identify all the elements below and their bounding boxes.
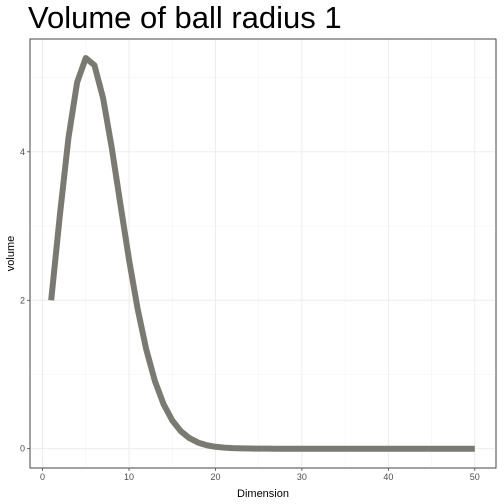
- y-axis-label: volume: [5, 236, 17, 271]
- grid-minor: [30, 39, 496, 468]
- y-tick-label: 0: [20, 444, 25, 454]
- y-axis: 0 2 4: [20, 147, 30, 454]
- x-tick-label: 20: [210, 472, 220, 482]
- plot-panel: [29, 38, 497, 469]
- y-tick-label: 2: [20, 295, 25, 305]
- x-tick-label: 30: [297, 472, 307, 482]
- x-tick-label: 40: [383, 472, 393, 482]
- y-tick-label: 4: [20, 147, 25, 157]
- series-group: [48, 55, 475, 452]
- x-tick-label: 10: [124, 472, 134, 482]
- series-line-volume: [48, 55, 475, 452]
- x-axis-label: Dimension: [237, 488, 289, 500]
- plot-border: [29, 38, 497, 469]
- chart-title: Volume of ball radius 1: [28, 0, 342, 35]
- x-tick-label: 0: [40, 472, 45, 482]
- x-axis: 0 10 20 30 40 50: [40, 468, 480, 482]
- x-tick-label: 50: [470, 472, 480, 482]
